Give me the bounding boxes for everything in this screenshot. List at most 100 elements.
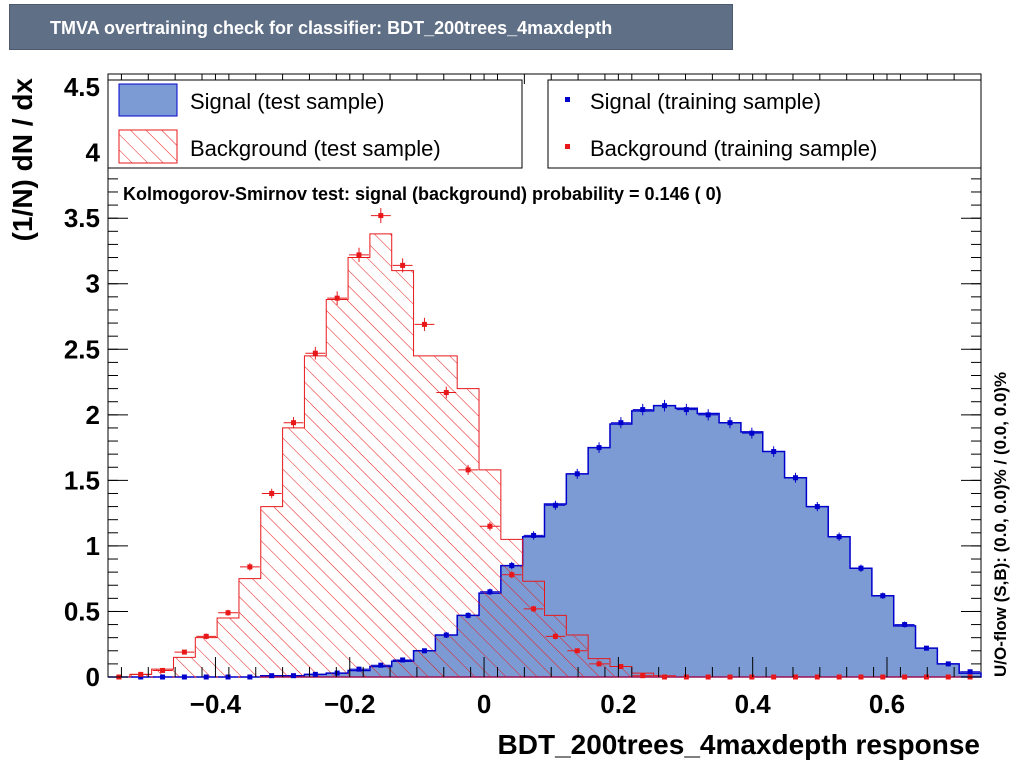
background-training-point [741,674,762,680]
legend-train-box [547,79,982,169]
background-training-point [567,648,588,654]
background-training-point [654,674,675,680]
signal-training-point [218,674,238,680]
y-tick-label: 4.5 [64,72,100,102]
background-training-point [480,521,500,531]
y-tick-label: 0.5 [64,596,100,626]
background-training-point [370,208,391,224]
background-training-point [239,563,260,571]
legend-background-test-swatch [118,129,178,164]
background-training-point [196,633,217,640]
signal-training-point [698,409,719,421]
background-training-point [632,673,653,679]
x-tick-label: 0 [477,689,491,719]
background-training-point [261,488,282,499]
signal-training-point [763,446,784,457]
signal-training-point [305,671,326,677]
background-training-point [174,649,195,655]
signal-training-point [174,674,195,680]
background-training-point [610,664,631,670]
signal-training-point [283,673,304,679]
legend-background-train-label: Background (training sample) [590,136,877,161]
x-axis-label: BDT_200trees_4maxdepth response [498,729,980,760]
background-training-point [327,291,348,305]
y-tick-label: 2.5 [64,334,100,364]
histogram-layer [108,208,982,680]
y-tick-label: 1.5 [64,465,100,495]
background-training-point [894,674,915,680]
legend-signal-train-label: Signal (training sample) [590,89,821,114]
x-tick-label: 0.6 [869,689,905,719]
page-title: TMVA overtraining check for classifier: … [50,18,613,38]
y-tick-label: 1 [86,531,100,561]
signal-training-point [480,588,500,596]
x-tick-label: 0.2 [600,689,636,719]
signal-training-point [458,612,479,619]
signal-training-point [545,500,566,510]
signal-training-point [851,564,871,572]
signal-training-point [501,561,522,570]
signal-training-point [523,531,544,540]
legend-background-test-label: Background (test sample) [190,136,441,161]
background-training-point [785,674,806,680]
signal-training-point [349,666,369,672]
y-tick-label: 4 [86,138,101,168]
signal-training-point [676,403,697,416]
signal-training-point [720,417,740,429]
y-tick-label: 2 [86,400,100,430]
y-tick-label: 0 [86,662,100,692]
background-training-point [523,605,544,612]
signal-training-point [894,621,915,628]
ks-test-annotation: Kolmogorov-Smirnov test: signal (backgro… [123,184,722,204]
signal-training-point [414,648,435,654]
background-training-point [720,674,740,680]
y-axis-label: (1/N) dN / dx [7,78,38,242]
background-training-point [698,674,719,680]
signal-training-point [261,673,282,679]
background-training-point [152,667,173,673]
background-training-point [807,674,828,680]
signal-training-point [807,502,828,512]
x-tick-label: −0.2 [324,689,375,719]
legend-signal-test-swatch [118,83,178,117]
background-training-point [676,674,697,680]
signal-training-point [654,399,675,412]
background-training-point [545,633,566,640]
background-training-point [283,417,304,429]
background-test-histogram [108,233,981,678]
signal-training-point [785,472,806,483]
background-training-point [392,258,413,273]
background-training-point [851,674,871,680]
signal-training-point [916,645,937,651]
background-training-point [218,609,238,616]
background-training-point [414,317,435,331]
title-box: TMVA overtraining check for classifier: … [9,4,733,50]
y-tick-label: 3 [86,269,100,299]
signal-training-point [130,674,151,680]
signal-training-point [938,661,959,667]
background-training-point [130,671,151,677]
background-training-point [305,346,326,360]
background-training-point [938,674,959,680]
legend-signal-test-label: Signal (test sample) [190,89,384,114]
background-training-point [501,571,522,579]
signal-training-point [610,417,631,429]
background-training-point [872,674,893,680]
background-training-point [763,674,784,680]
signal-training-point [632,403,653,416]
background-training-point [436,386,457,399]
background-training-point [458,464,479,475]
legend-signal-train-marker [565,97,570,102]
signal-training-point [741,427,762,439]
background-training-point [349,247,369,263]
overflow-label: U/O-flow (S,B): (0.0, 0.0)% / (0.0, 0.0)… [991,372,1010,677]
signal-training-point [392,657,413,663]
background-training-point [829,674,850,680]
signal-training-point [196,674,217,680]
signal-training-point [567,468,588,479]
signal-training-point [872,592,893,599]
signal-training-point [239,674,260,680]
signal-training-point [829,532,850,541]
legend-background-train-marker [565,144,570,149]
